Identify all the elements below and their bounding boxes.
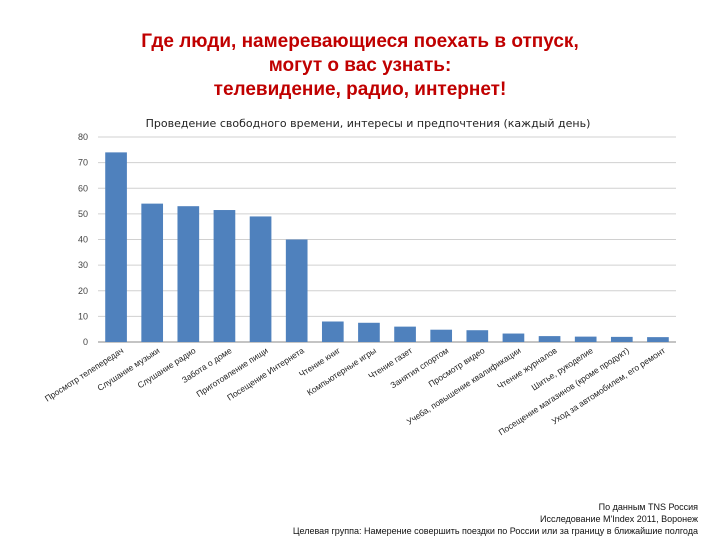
x-tick-label: Чтение журналов	[495, 345, 559, 391]
y-axis: 0 10 20 30 40 50 60 70 80	[78, 132, 88, 347]
x-tick-label: Посещение магазинов (кроме продукт)	[497, 345, 631, 437]
bar	[430, 329, 453, 342]
slide-title-line: телевидение, радио, интернет!	[213, 79, 507, 100]
y-tick-label: 50	[78, 209, 88, 219]
bar	[466, 330, 489, 342]
bar	[105, 152, 127, 342]
y-tick-label: 60	[78, 183, 88, 193]
bar	[538, 336, 561, 342]
y-tick-label: 0	[83, 337, 88, 347]
y-tick-label: 40	[78, 235, 88, 245]
bar	[141, 203, 164, 342]
source-line: По данным TNS Россия	[598, 502, 698, 512]
bar	[285, 239, 308, 342]
bar	[213, 210, 236, 342]
chart-title: Проведение свободного времени, интересы …	[146, 117, 591, 130]
bar	[574, 336, 597, 342]
bar	[177, 206, 200, 342]
y-tick-label: 10	[78, 311, 88, 321]
slide-title-line: Где люди, намеревающиеся поехать в отпус…	[141, 31, 579, 52]
bar	[249, 216, 272, 342]
bar	[610, 336, 633, 342]
x-tick-label: Слушание музыки	[95, 345, 161, 393]
y-tick-label: 80	[78, 132, 88, 142]
source-line: Исследование M'Index 2011, Воронеж	[540, 514, 698, 524]
bar	[394, 326, 416, 342]
source-note: По данным TNS Россия Исследование M'Inde…	[293, 501, 698, 537]
bar	[502, 333, 525, 342]
y-tick-label: 70	[78, 158, 88, 168]
bar	[647, 337, 669, 342]
source-line: Целевая группа: Намерение совершить поез…	[292, 526, 698, 536]
chart-bars	[105, 152, 669, 342]
bar	[321, 321, 344, 342]
bar	[358, 322, 380, 342]
slide-title: Где люди, намеревающиеся поехать в отпус…	[60, 30, 660, 102]
y-tick-label: 20	[78, 286, 88, 296]
slide-title-line: могут о вас узнать:	[268, 55, 452, 76]
y-tick-label: 30	[78, 260, 88, 270]
